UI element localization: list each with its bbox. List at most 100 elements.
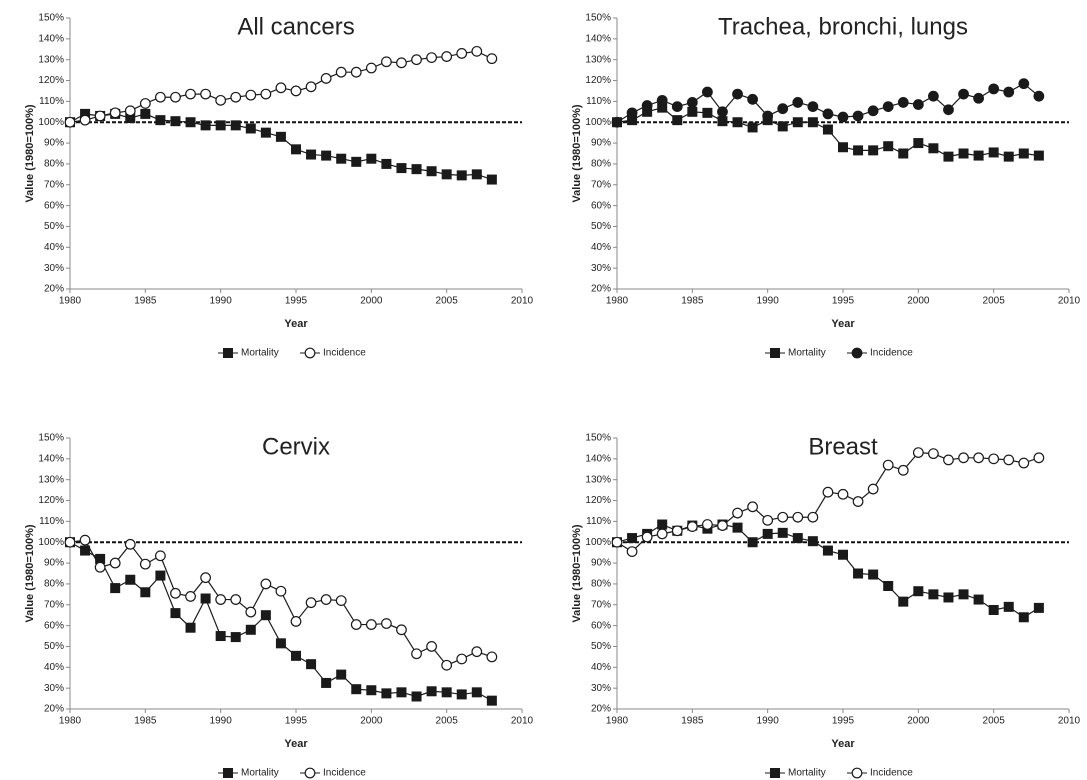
legend-label: Mortality: [241, 768, 279, 779]
y-tick-label: 80%: [44, 579, 64, 590]
x-axis-title: Year: [831, 738, 855, 750]
x-tick-label: 1980: [59, 296, 82, 307]
marker: [657, 519, 668, 530]
marker: [381, 158, 392, 169]
marker: [441, 659, 453, 671]
marker: [350, 619, 362, 630]
x-tick-label: 2005: [436, 296, 459, 307]
marker: [1003, 86, 1015, 98]
marker: [245, 89, 257, 101]
series-line: [616, 451, 1040, 553]
y-tick-label: 90%: [44, 138, 64, 149]
marker: [396, 687, 407, 698]
marker: [988, 147, 999, 158]
marker: [411, 691, 422, 702]
marker: [245, 606, 257, 618]
marker: [897, 464, 909, 476]
x-tick-label: 1995: [285, 716, 308, 727]
marker: [426, 166, 437, 177]
legend-label: Incidence: [323, 348, 366, 359]
marker: [1018, 78, 1030, 90]
marker: [656, 94, 668, 106]
marker: [471, 45, 483, 57]
marker: [792, 533, 803, 544]
marker: [245, 624, 256, 635]
marker: [898, 596, 909, 607]
marker: [988, 83, 1000, 95]
marker: [732, 117, 743, 128]
marker: [411, 164, 422, 175]
marker: [912, 99, 924, 110]
marker: [928, 448, 939, 460]
chart-title: Cervix: [262, 433, 330, 460]
marker: [336, 669, 347, 680]
y-axis-title: Value (1980=100%): [571, 104, 583, 202]
marker: [943, 104, 954, 116]
x-tick-label: 2005: [983, 296, 1006, 307]
y-axis-title: Value (1980=100%): [24, 104, 36, 202]
chart-panel: 20% 30% 40% 50% 60% 70% 80% 90% 100% 110% 120% 130%…: [24, 13, 534, 359]
y-tick-label: 50%: [591, 641, 611, 652]
y-tick-label: 140%: [38, 33, 64, 44]
marker: [988, 453, 1000, 465]
marker: [486, 651, 498, 663]
marker: [928, 143, 939, 154]
x-axis-title: Year: [284, 738, 308, 750]
marker: [1033, 90, 1045, 102]
marker: [365, 619, 377, 630]
y-tick-label: 100%: [38, 117, 64, 128]
marker: [336, 153, 347, 164]
marker: [200, 88, 212, 100]
marker: [456, 653, 468, 665]
y-axis-title: Value (1980=100%): [24, 524, 36, 622]
marker: [223, 768, 233, 778]
marker: [1003, 151, 1014, 162]
x-tick-label: 2010: [511, 296, 534, 307]
marker: [486, 53, 498, 65]
marker: [140, 587, 151, 598]
marker: [366, 685, 377, 696]
chart-title: All cancers: [237, 13, 354, 40]
marker: [290, 616, 302, 627]
marker: [275, 638, 286, 649]
marker: [672, 115, 683, 126]
marker: [913, 138, 924, 149]
y-tick-label: 80%: [591, 579, 611, 590]
chart-title: Trachea, bronchi, lungs: [718, 13, 968, 40]
marker: [747, 122, 758, 133]
marker: [792, 97, 804, 108]
marker: [140, 108, 151, 119]
marker: [304, 347, 316, 359]
marker: [671, 525, 683, 537]
y-tick-label: 150%: [585, 433, 611, 444]
y-tick-label: 40%: [44, 662, 64, 673]
marker: [822, 124, 833, 135]
marker: [988, 604, 999, 615]
y-tick-label: 30%: [44, 683, 64, 694]
legend-label: Incidence: [323, 768, 366, 779]
marker: [109, 557, 121, 569]
y-tick-label: 30%: [44, 263, 64, 274]
marker: [627, 533, 638, 544]
y-tick-label: 150%: [38, 433, 64, 444]
marker: [732, 88, 743, 100]
marker: [351, 684, 362, 695]
marker: [215, 631, 226, 642]
marker: [807, 511, 819, 523]
marker: [154, 91, 166, 103]
marker: [486, 174, 497, 185]
marker: [770, 768, 780, 778]
marker: [958, 589, 969, 600]
marker: [777, 103, 789, 115]
y-tick-label: 100%: [585, 117, 611, 128]
marker: [185, 622, 196, 633]
y-tick-label: 150%: [38, 13, 64, 24]
marker: [898, 148, 909, 159]
marker: [762, 110, 774, 122]
marker: [321, 150, 332, 161]
x-tick-label: 2005: [436, 716, 459, 727]
marker: [777, 527, 788, 538]
y-tick-label: 110%: [39, 96, 64, 107]
marker: [851, 347, 863, 359]
marker: [1033, 602, 1044, 613]
